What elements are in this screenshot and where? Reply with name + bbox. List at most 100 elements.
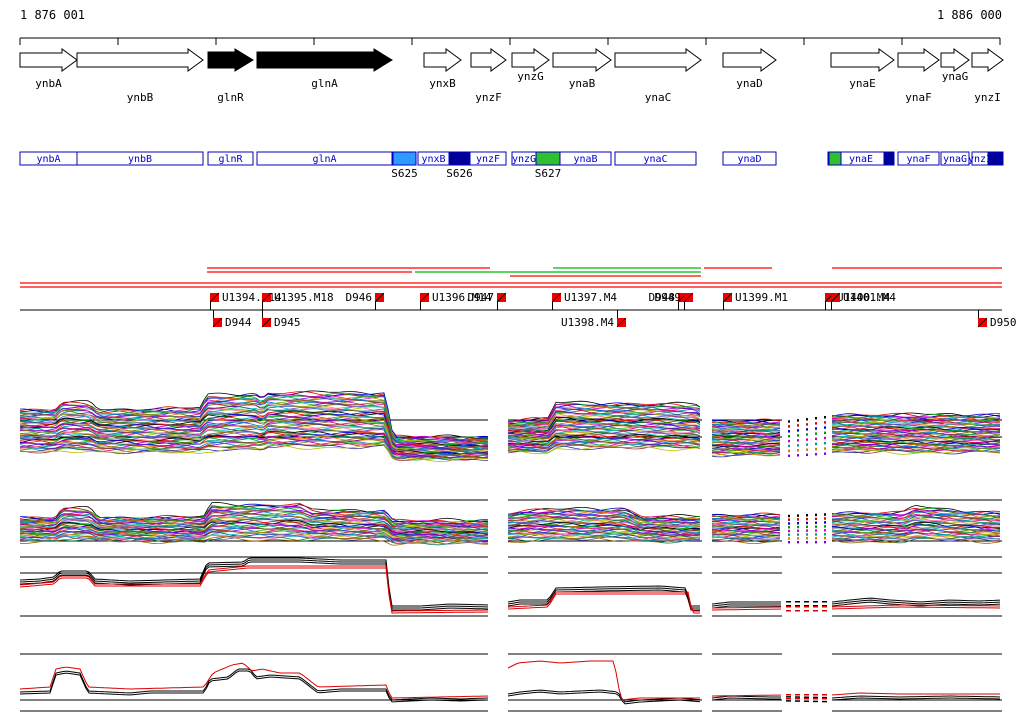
gene-box-label-glnA[interactable]: glnA: [312, 154, 336, 165]
gene-box-glnA[interactable]: glnA: [256, 151, 393, 166]
marker-D946[interactable]: D946: [346, 291, 385, 310]
gene-box-glnR[interactable]: glnR: [207, 151, 254, 166]
gene-box-ynaB[interactable]: ynaB: [559, 151, 612, 166]
marker-label[interactable]: U1399.M1: [735, 291, 788, 304]
segment-label-S625: S625: [391, 167, 418, 180]
gene-arrow-label-ynaC: ynaC: [645, 91, 672, 104]
gene-box-ynxB[interactable]: ynxB: [417, 151, 450, 166]
gene-box-label-ynzI[interactable]: ynzI: [968, 154, 992, 165]
marker-U1399.M1[interactable]: U1399.M1: [722, 291, 788, 310]
marker-label[interactable]: D950: [990, 316, 1017, 329]
marker-label[interactable]: U1394.M14: [222, 291, 282, 304]
marker-U1398.M4[interactable]: U1398.M4: [561, 310, 627, 329]
gene-box-label-ynbB[interactable]: ynbB: [128, 154, 152, 165]
expression-track-1: [19, 390, 1002, 463]
gene-box-label-ynaC[interactable]: ynaC: [643, 154, 667, 165]
gene-box-ynaD[interactable]: ynaD: [722, 151, 777, 166]
gene-box-label-ynbA[interactable]: ynbA: [36, 154, 60, 165]
marker-label[interactable]: U1398.M4: [561, 316, 614, 329]
gene-arrow-label-ynzI: ynzI: [974, 91, 1001, 104]
gene-arrow-label-ynaG: ynaG: [942, 70, 969, 83]
marker-label[interactable]: U1397.M4: [564, 291, 617, 304]
marker-label[interactable]: D948: [649, 291, 676, 304]
segment-box-ynaE-3p[interactable]: [883, 151, 895, 166]
gene-arrow-ynaB[interactable]: ynaB: [552, 48, 612, 90]
gene-box-label-glnR[interactable]: glnR: [218, 154, 243, 165]
marker-label[interactable]: D947: [468, 291, 495, 304]
marker-D944[interactable]: D944: [212, 310, 252, 329]
gene-arrow-ynaF[interactable]: ynaF: [897, 48, 940, 104]
gene-box-label-ynzG[interactable]: ynzG: [512, 154, 536, 165]
segment-label-S627: S627: [535, 167, 562, 180]
marker-D947[interactable]: D947: [468, 291, 507, 310]
gene-arrow-label-ynaE: ynaE: [849, 77, 876, 90]
expression-track-3: [19, 556, 1002, 617]
gene-arrow-ynaE[interactable]: ynaE: [830, 48, 895, 90]
gene-arrow-glnA[interactable]: glnA: [256, 48, 393, 90]
expression-track-4: [19, 653, 1002, 712]
gene-box-ynaF[interactable]: ynaF: [897, 151, 940, 166]
gene-arrow-label-ynaF: ynaF: [905, 91, 932, 104]
marker-U1394.M14[interactable]: U1394.M14: [209, 291, 282, 310]
marker-label[interactable]: U1400.M4: [837, 291, 890, 304]
gene-arrow-label-ynbA: ynbA: [35, 77, 62, 90]
marker-label[interactable]: U1396.M14: [432, 291, 492, 304]
transcript-segment-lines: [20, 267, 1002, 288]
gene-box-ynbA[interactable]: ynbA: [19, 151, 78, 166]
gene-box-ynaE[interactable]: ynaE: [827, 151, 895, 166]
gene-arrow-label-ynbB: ynbB: [127, 91, 154, 104]
gene-arrow-ynzG[interactable]: ynzG: [511, 48, 550, 83]
marker-label[interactable]: U1395.M18: [274, 291, 334, 304]
marker-U1401.M4[interactable]: U1401.M4: [830, 291, 896, 310]
gene-arrow-ynzI[interactable]: ynzI: [971, 48, 1004, 104]
gene-arrow-glnR[interactable]: glnR: [207, 48, 254, 104]
gene-arrow-ynxB[interactable]: ynxB: [423, 48, 462, 90]
segment-box-S625[interactable]: S625: [391, 151, 418, 180]
segment-box-S627[interactable]: S627: [535, 151, 562, 180]
segment-box-ynaE-5p[interactable]: [828, 151, 842, 166]
expression-track-2: [19, 499, 1002, 546]
gene-arrow-label-ynaB: ynaB: [569, 77, 596, 90]
gene-box-label-ynaD[interactable]: ynaD: [737, 154, 761, 165]
ruler-end-coordinate: 1 886 000: [936, 8, 1002, 22]
segment-box-ynzI-seg[interactable]: [987, 151, 1004, 166]
gene-box-label-ynxB[interactable]: ynxB: [421, 154, 445, 165]
marker-U1397.M4[interactable]: U1397.M4: [551, 291, 617, 310]
gene-box-ynzG[interactable]: ynzG: [511, 151, 537, 166]
gene-arrow-ynzF[interactable]: ynzF: [470, 48, 507, 104]
gene-box-ynzF[interactable]: ynzF: [469, 151, 507, 166]
gene-arrow-ynbA[interactable]: ynbA: [19, 48, 78, 90]
marker-D945[interactable]: D945: [261, 310, 301, 329]
marker-label[interactable]: D946: [346, 291, 373, 304]
gene-box-ynaG[interactable]: ynaG: [940, 151, 970, 166]
gene-arrow-label-ynaD: ynaD: [736, 77, 763, 90]
gene-arrow-ynaG[interactable]: ynaG: [940, 48, 970, 83]
marker-U1395.M18[interactable]: U1395.M18: [261, 291, 334, 310]
gene-arrow-ynaD[interactable]: ynaD: [722, 48, 777, 90]
marker-label[interactable]: D949: [655, 291, 682, 304]
gene-box-label-ynzF[interactable]: ynzF: [476, 154, 500, 165]
gene-arrow-label-ynzF: ynzF: [475, 91, 502, 104]
segment-label-S626: S626: [446, 167, 473, 180]
marker-label[interactable]: D945: [274, 316, 301, 329]
marker-label[interactable]: U1401.M4: [843, 291, 896, 304]
gene-box-ynaC[interactable]: ynaC: [614, 151, 697, 166]
ruler: [19, 37, 1001, 45]
marker-D949[interactable]: D949: [655, 291, 694, 310]
marker-U1396.M14[interactable]: U1396.M14: [419, 291, 492, 310]
gene-box-ynbB[interactable]: ynbB: [76, 151, 204, 166]
gene-box-label-ynaB[interactable]: ynaB: [573, 154, 597, 165]
ruler-start-coordinate: 1 876 001: [20, 8, 86, 22]
gene-arrow-label-ynzG: ynzG: [517, 70, 544, 83]
gene-arrow-ynaC[interactable]: ynaC: [614, 48, 702, 104]
gene-arrow-label-glnA: glnA: [311, 77, 338, 90]
gene-box-label-ynaG[interactable]: ynaG: [943, 154, 967, 165]
marker-label[interactable]: D944: [225, 316, 252, 329]
segment-box-S626[interactable]: S626: [446, 151, 473, 180]
gene-box-label-ynaE[interactable]: ynaE: [849, 154, 873, 165]
gene-box-label-ynaF[interactable]: ynaF: [906, 154, 930, 165]
gene-arrow-ynbB[interactable]: ynbB: [76, 48, 204, 104]
marker-D950[interactable]: D950: [977, 310, 1017, 329]
